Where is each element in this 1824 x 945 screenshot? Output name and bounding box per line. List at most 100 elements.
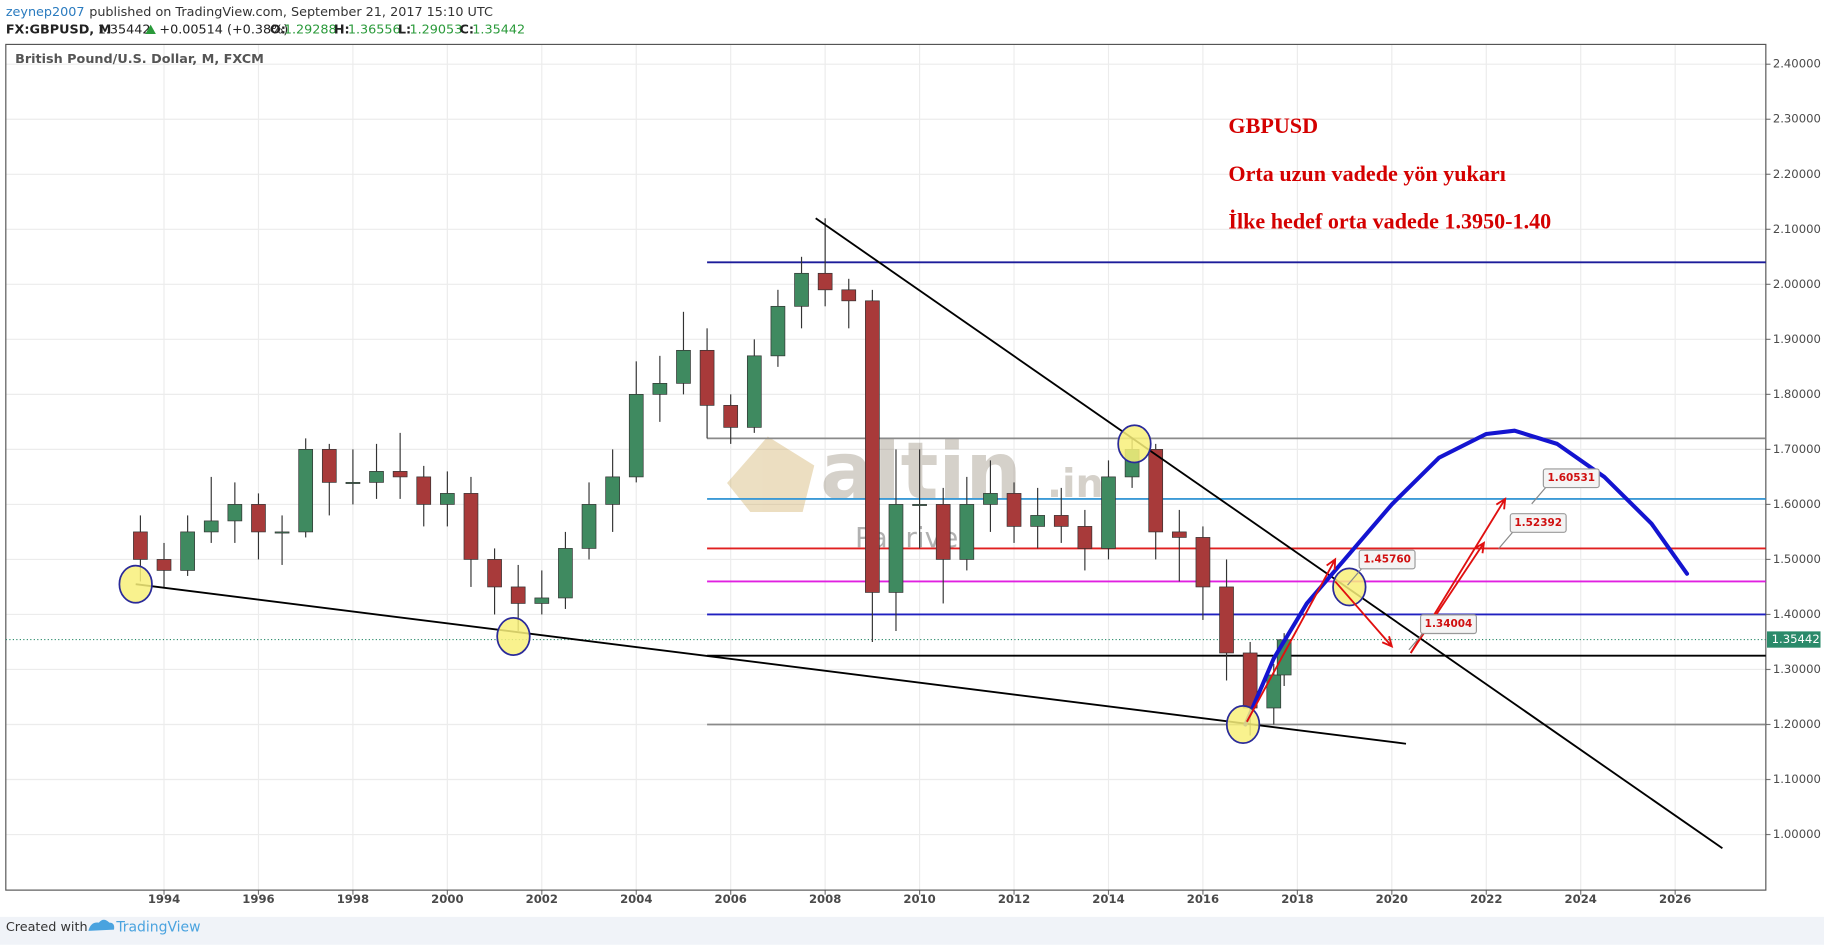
x-tick-label: 2020 <box>1376 892 1408 906</box>
candle-body <box>888 504 904 593</box>
author[interactable]: zeynep2007 <box>6 4 85 19</box>
candle-body <box>770 305 786 357</box>
candle-body <box>1148 449 1164 533</box>
candle-body <box>959 504 975 560</box>
annotation: İlke hedef orta vadede 1.3950-1.40 <box>1228 209 1551 234</box>
y-tick-label: 1.40000 <box>1773 607 1821 621</box>
x-tick-label: 2000 <box>431 892 463 906</box>
candle-body <box>298 449 314 533</box>
candle-body <box>676 349 691 384</box>
tv-logo <box>88 919 115 931</box>
plot-frame <box>5 43 1767 891</box>
x-tick-label: 2018 <box>1281 892 1313 906</box>
candle-body <box>463 493 479 560</box>
y-tick-label: 1.90000 <box>1773 332 1821 346</box>
projection-arc <box>1243 428 1690 727</box>
candle-body <box>628 394 644 478</box>
candle-body <box>1266 674 1282 709</box>
candle-body <box>1195 537 1211 588</box>
candle-body <box>487 559 502 588</box>
candle-body <box>841 289 857 302</box>
highlight-circle <box>496 616 531 656</box>
candle-body <box>1101 476 1116 549</box>
callout-box <box>1542 468 1600 489</box>
candle-body <box>581 504 597 549</box>
annotation: Orta uzun vadede yön yukarı <box>1228 161 1505 186</box>
candle-body <box>534 597 550 604</box>
candle-body <box>156 559 172 571</box>
plot: 1.00000 1.10000 1.20000 1.30000 1.40000 1.500… <box>5 43 1821 906</box>
candle-body <box>510 586 526 604</box>
chart-title: British Pound/U.S. Dollar, M, FXCM <box>15 52 264 67</box>
annotation: GBPUSD <box>1228 113 1318 138</box>
y-tick-label: 2.00000 <box>1773 277 1821 291</box>
callout-label: 1.60531 <box>1547 472 1595 484</box>
x-tick-label: 2002 <box>526 892 558 906</box>
candle-body <box>1171 531 1187 538</box>
up-icon <box>145 24 156 34</box>
ohlc-value: 1.35442 <box>472 22 525 37</box>
candle-body <box>251 504 266 533</box>
candle-body <box>133 531 148 560</box>
y-tick-label: 2.10000 <box>1773 222 1821 236</box>
callout-leader <box>1531 487 1547 505</box>
y-tick-label: 1.00000 <box>1773 827 1821 841</box>
candle-body <box>912 504 927 506</box>
highlight-circle <box>118 564 153 604</box>
candle-body <box>817 272 833 291</box>
callout-leader <box>1498 531 1514 549</box>
candle-body <box>983 493 998 505</box>
candle-body <box>935 504 951 560</box>
change: +0.00514 (+0.38%) <box>159 22 288 37</box>
candle-body <box>865 300 880 593</box>
x-tick-label: 2014 <box>1092 892 1124 906</box>
x-tick-label: 2006 <box>715 892 747 906</box>
ohlc-value: 1.29288 <box>284 22 337 37</box>
last-price: 1.35442 <box>98 22 151 37</box>
callout-label: 1.52392 <box>1514 517 1562 529</box>
x-tick-label: 2004 <box>620 892 652 906</box>
x-tick-label: 2010 <box>903 892 935 906</box>
symbol: FX:GBPUSD, M <box>6 22 112 37</box>
candle-body <box>1030 515 1045 527</box>
trend-line <box>135 583 1407 745</box>
watermark-logo <box>727 436 815 513</box>
y-tick-label: 1.30000 <box>1773 662 1821 676</box>
footer-bar <box>0 916 1824 945</box>
callout-label: 1.45760 <box>1363 553 1411 565</box>
trend-line <box>815 217 1723 850</box>
candle-body <box>274 531 290 534</box>
x-tick-label: 1996 <box>242 892 274 906</box>
candle-body <box>227 504 243 522</box>
y-tick-label: 2.20000 <box>1773 167 1821 181</box>
highlight-circle <box>1332 567 1367 607</box>
watermark-suffix: .in <box>1047 461 1104 507</box>
ohlc-value: 1.36556 <box>348 22 401 37</box>
y-tick-label: 2.30000 <box>1773 112 1821 126</box>
callout-label: 1.34004 <box>1425 618 1473 630</box>
y-tick-label: 1.80000 <box>1773 387 1821 401</box>
y-tick-label: 1.50000 <box>1773 552 1821 566</box>
candle-body <box>558 548 573 599</box>
callout-leader <box>1408 633 1424 651</box>
highlight-circle <box>1117 424 1152 464</box>
candle-body <box>1006 493 1022 527</box>
candle-body <box>1077 526 1093 549</box>
candle-body <box>345 482 361 484</box>
candle-body <box>392 471 408 478</box>
x-tick-label: 2024 <box>1565 892 1597 906</box>
arrow <box>1334 580 1394 648</box>
ohlc-value: 1.29053 <box>409 22 462 37</box>
footer-brand[interactable]: TradingView <box>115 919 200 935</box>
callout-box <box>1509 513 1567 533</box>
ohlc-key: C: <box>459 22 473 37</box>
x-tick-label: 1998 <box>337 892 369 906</box>
arrow <box>1409 541 1486 654</box>
candle-body <box>723 405 739 428</box>
x-tick-label: 2022 <box>1470 892 1502 906</box>
y-tick-label: 1.20000 <box>1773 717 1821 731</box>
highlight-circle <box>1225 705 1261 744</box>
x-tick-label: 2026 <box>1659 892 1691 906</box>
candle-body <box>369 471 384 483</box>
